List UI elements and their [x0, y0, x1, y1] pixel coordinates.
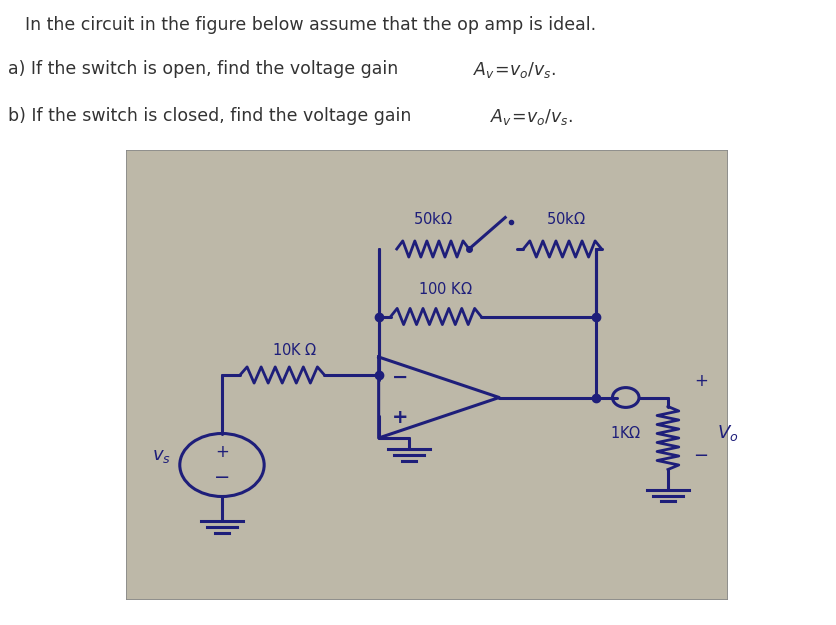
- Text: $A_v\!=\!v_o/v_s$.: $A_v\!=\!v_o/v_s$.: [472, 61, 555, 81]
- Text: +: +: [215, 443, 228, 461]
- Text: $v_s$: $v_s$: [152, 447, 171, 465]
- FancyBboxPatch shape: [125, 150, 727, 600]
- Text: 100 K$\Omega$: 100 K$\Omega$: [417, 281, 472, 297]
- Text: 50k$\Omega$: 50k$\Omega$: [413, 211, 452, 227]
- Text: $V_o$: $V_o$: [716, 423, 738, 443]
- Text: +: +: [391, 408, 407, 428]
- Text: −: −: [391, 368, 407, 387]
- Text: In the circuit in the figure below assume that the op amp is ideal.: In the circuit in the figure below assum…: [25, 16, 595, 34]
- Text: $A_v\!=\!v_o/v_s$.: $A_v\!=\!v_o/v_s$.: [489, 107, 572, 127]
- Text: b) If the switch is closed, find the voltage gain: b) If the switch is closed, find the vol…: [8, 107, 417, 125]
- Text: 10K $\Omega$: 10K $\Omega$: [272, 342, 317, 357]
- Text: +: +: [693, 372, 707, 390]
- Text: 1K$\Omega$: 1K$\Omega$: [609, 425, 640, 441]
- Text: 50k$\Omega$: 50k$\Omega$: [545, 211, 584, 227]
- Text: a) If the switch is open, find the voltage gain: a) If the switch is open, find the volta…: [8, 61, 404, 79]
- Text: −: −: [693, 446, 708, 464]
- Text: −: −: [213, 468, 230, 487]
